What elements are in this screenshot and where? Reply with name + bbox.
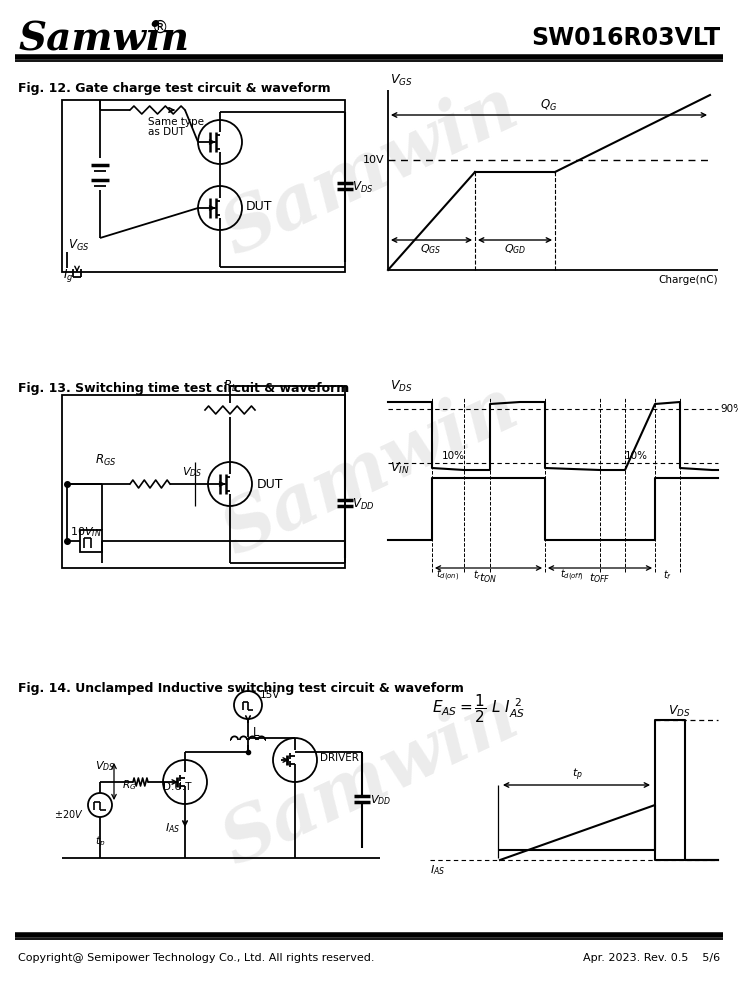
Text: as DUT: as DUT xyxy=(148,127,185,137)
Text: Fig. 14. Unclamped Inductive switching test circuit & waveform: Fig. 14. Unclamped Inductive switching t… xyxy=(18,682,464,695)
Text: L: L xyxy=(253,726,260,738)
Text: DUT: DUT xyxy=(257,478,283,490)
Text: $Q_{GS}$: $Q_{GS}$ xyxy=(420,242,442,256)
Text: $V_{DD}$: $V_{DD}$ xyxy=(352,496,374,512)
Text: $10V_{IN}$: $10V_{IN}$ xyxy=(70,525,102,539)
Text: Same type: Same type xyxy=(148,117,204,127)
Text: 10%: 10% xyxy=(441,451,464,461)
Text: $V_{GS}$: $V_{GS}$ xyxy=(390,73,413,88)
Text: $t_{ON}$: $t_{ON}$ xyxy=(479,571,497,585)
Text: Samwin: Samwin xyxy=(211,71,529,269)
Text: $V_{DS}$: $V_{DS}$ xyxy=(95,759,115,773)
Text: $\pm 20V$: $\pm 20V$ xyxy=(54,808,84,820)
Text: $t_r$: $t_r$ xyxy=(472,568,481,582)
Text: 10V: 10V xyxy=(362,155,384,165)
Text: $V_{DS}$: $V_{DS}$ xyxy=(352,179,373,195)
Text: 90%: 90% xyxy=(720,404,738,414)
Text: DRIVER: DRIVER xyxy=(320,753,359,763)
Text: $V_{DS}$: $V_{DS}$ xyxy=(390,379,413,394)
Text: $V_{IN}$: $V_{IN}$ xyxy=(390,461,410,476)
Text: $I_{AS}$: $I_{AS}$ xyxy=(430,863,445,877)
Text: $t_p$: $t_p$ xyxy=(571,767,582,783)
Text: Apr. 2023. Rev. 0.5    5/6: Apr. 2023. Rev. 0.5 5/6 xyxy=(583,953,720,963)
Text: D.U.T: D.U.T xyxy=(163,782,191,792)
Text: $R_G$: $R_G$ xyxy=(122,778,137,792)
Bar xyxy=(80,530,102,552)
Text: DUT: DUT xyxy=(246,200,272,214)
Text: $R_{GS}$: $R_{GS}$ xyxy=(95,452,117,468)
Text: $I_{AS}$: $I_{AS}$ xyxy=(165,821,180,835)
Text: $t_{OFF}$: $t_{OFF}$ xyxy=(589,571,611,585)
Text: Samwin: Samwin xyxy=(211,371,529,569)
Text: $t_{d(on)}$: $t_{d(on)}$ xyxy=(436,568,460,583)
Text: Samwin: Samwin xyxy=(211,681,529,879)
Text: SW016R03VLT: SW016R03VLT xyxy=(531,26,720,50)
Text: $R_L$: $R_L$ xyxy=(223,379,237,394)
Text: Fig. 13. Switching time test circuit & waveform: Fig. 13. Switching time test circuit & w… xyxy=(18,382,349,395)
Text: $t_p$: $t_p$ xyxy=(95,835,106,849)
Text: $I_g$: $I_g$ xyxy=(63,267,73,284)
Text: ®: ® xyxy=(152,19,168,37)
Text: $t_f$: $t_f$ xyxy=(663,568,672,582)
Text: $t_{d(off)}$: $t_{d(off)}$ xyxy=(560,568,584,583)
Text: 15V: 15V xyxy=(260,690,280,700)
Text: $V_{GS}$: $V_{GS}$ xyxy=(68,237,89,253)
Text: Copyright@ Semipower Technology Co., Ltd. All rights reserved.: Copyright@ Semipower Technology Co., Ltd… xyxy=(18,953,374,963)
Text: Samwin: Samwin xyxy=(18,19,189,57)
Text: $Q_G$: $Q_G$ xyxy=(540,98,558,113)
Text: $V_{DS}$: $V_{DS}$ xyxy=(182,465,202,479)
Bar xyxy=(62,395,345,568)
Text: $V_{DD}$: $V_{DD}$ xyxy=(370,793,391,807)
Text: Charge(nC): Charge(nC) xyxy=(658,275,718,285)
Text: $E_{AS} = \dfrac{1}{2}\ L\ I_{AS}^{\ 2}$: $E_{AS} = \dfrac{1}{2}\ L\ I_{AS}^{\ 2}$ xyxy=(432,692,525,725)
Text: $Q_{GD}$: $Q_{GD}$ xyxy=(504,242,526,256)
Text: Fig. 12. Gate charge test circuit & waveform: Fig. 12. Gate charge test circuit & wave… xyxy=(18,82,331,95)
Bar xyxy=(62,100,345,272)
Text: $V_{DS}$: $V_{DS}$ xyxy=(668,704,691,719)
Text: 10%: 10% xyxy=(624,451,647,461)
